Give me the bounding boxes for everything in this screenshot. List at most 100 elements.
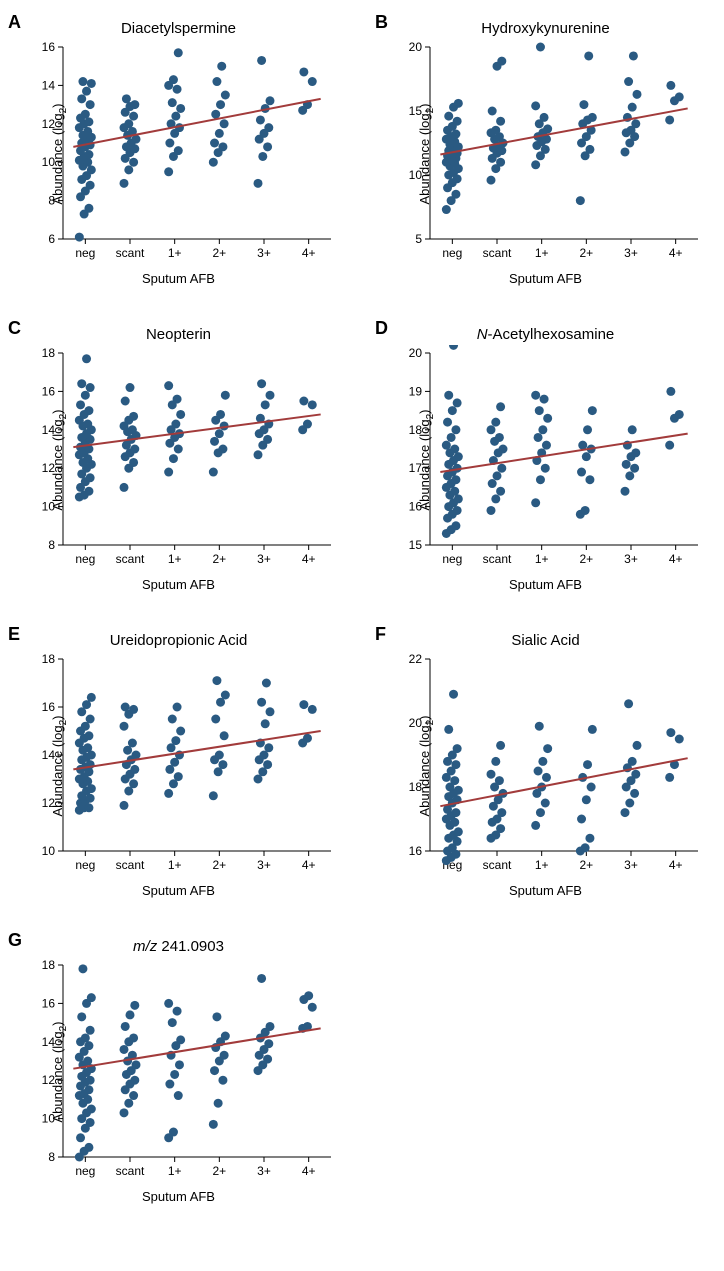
svg-text:18: 18	[41, 652, 55, 666]
panel-C: CNeopterinAbundance (log2)81012141618neg…	[10, 326, 347, 592]
svg-text:1+: 1+	[534, 246, 548, 260]
plot-area: Abundance (log2)16182022negscant1+2+3+4+	[386, 651, 706, 881]
panel-B: BHydroxykynurenineAbundance (log2)510152…	[377, 20, 714, 286]
svg-text:16: 16	[41, 40, 55, 54]
svg-text:2+: 2+	[212, 246, 226, 260]
svg-text:10: 10	[41, 844, 55, 858]
panel-letter: G	[8, 930, 22, 951]
panel-E: EUreidopropionic AcidAbundance (log2)101…	[10, 632, 347, 898]
panel-title: m/z 241.0903	[10, 938, 347, 955]
svg-text:2+: 2+	[579, 246, 593, 260]
svg-text:5: 5	[415, 232, 422, 246]
plot-area: Abundance (log2)81012141618negscant1+2+3…	[19, 345, 339, 575]
svg-text:3+: 3+	[624, 858, 638, 872]
svg-text:neg: neg	[75, 552, 95, 566]
svg-text:16: 16	[41, 700, 55, 714]
svg-text:3+: 3+	[257, 1164, 271, 1178]
panel-letter: A	[8, 12, 21, 33]
svg-text:8: 8	[48, 1150, 55, 1164]
svg-text:3+: 3+	[624, 552, 638, 566]
svg-text:scant: scant	[482, 552, 511, 566]
panel-A: ADiacetylspermineAbundance (log2)6810121…	[10, 20, 347, 286]
panel-title: N-Acetylhexosamine	[377, 326, 714, 343]
svg-text:1+: 1+	[167, 858, 181, 872]
y-axis-label: Abundance (log2)	[50, 104, 69, 205]
svg-text:scant: scant	[115, 552, 144, 566]
svg-text:2+: 2+	[212, 1164, 226, 1178]
svg-text:16: 16	[41, 996, 55, 1010]
panel-F: FSialic AcidAbundance (log2)16182022negs…	[377, 632, 714, 898]
svg-text:1+: 1+	[167, 1164, 181, 1178]
svg-text:3+: 3+	[257, 858, 271, 872]
plot-area: Abundance (log2)6810121416negscant1+2+3+…	[19, 39, 339, 269]
y-axis-label: Abundance (log2)	[50, 716, 69, 817]
panel-letter: D	[375, 318, 388, 339]
panel-title: Ureidopropionic Acid	[10, 632, 347, 649]
y-axis-label: Abundance (log2)	[417, 716, 436, 817]
svg-text:2+: 2+	[579, 552, 593, 566]
y-axis-label: Abundance (log2)	[417, 104, 436, 205]
x-axis-label: Sputum AFB	[377, 883, 714, 898]
x-axis-label: Sputum AFB	[377, 271, 714, 286]
svg-text:scant: scant	[115, 246, 144, 260]
plot-area: Abundance (log2)1012141618negscant1+2+3+…	[19, 651, 339, 881]
plot-area: Abundance (log2)81012141618negscant1+2+3…	[19, 957, 339, 1187]
x-axis-label: Sputum AFB	[377, 577, 714, 592]
svg-text:4+: 4+	[668, 246, 682, 260]
svg-text:neg: neg	[75, 858, 95, 872]
panel-grid: ADiacetylspermineAbundance (log2)6810121…	[10, 20, 714, 1204]
svg-text:20: 20	[408, 40, 422, 54]
x-axis-label: Sputum AFB	[10, 271, 347, 286]
panel-letter: F	[375, 624, 386, 645]
svg-text:scant: scant	[482, 246, 511, 260]
svg-text:1+: 1+	[167, 552, 181, 566]
panel-G: Gm/z 241.0903Abundance (log2)81012141618…	[10, 938, 347, 1204]
svg-text:22: 22	[408, 652, 422, 666]
svg-text:4+: 4+	[301, 552, 315, 566]
svg-text:neg: neg	[442, 246, 462, 260]
y-axis-label: Abundance (log2)	[50, 410, 69, 511]
svg-text:scant: scant	[482, 858, 511, 872]
svg-text:20: 20	[408, 346, 422, 360]
svg-text:15: 15	[408, 538, 422, 552]
svg-text:4+: 4+	[301, 246, 315, 260]
svg-text:8: 8	[48, 538, 55, 552]
x-axis-label: Sputum AFB	[10, 1189, 347, 1204]
svg-text:16: 16	[41, 384, 55, 398]
svg-text:neg: neg	[442, 552, 462, 566]
svg-text:4+: 4+	[668, 552, 682, 566]
svg-text:4+: 4+	[301, 858, 315, 872]
x-axis-label: Sputum AFB	[10, 577, 347, 592]
panel-letter: B	[375, 12, 388, 33]
svg-text:1+: 1+	[167, 246, 181, 260]
svg-text:4+: 4+	[668, 858, 682, 872]
svg-text:18: 18	[41, 346, 55, 360]
svg-text:1+: 1+	[534, 858, 548, 872]
y-axis-label: Abundance (log2)	[417, 410, 436, 511]
svg-text:3+: 3+	[257, 246, 271, 260]
svg-text:3+: 3+	[624, 246, 638, 260]
svg-text:2+: 2+	[212, 552, 226, 566]
panel-title: Sialic Acid	[377, 632, 714, 649]
panel-D: DN-AcetylhexosamineAbundance (log2)15161…	[377, 326, 714, 592]
svg-text:scant: scant	[115, 858, 144, 872]
panel-letter: E	[8, 624, 20, 645]
x-axis-label: Sputum AFB	[10, 883, 347, 898]
panel-title: Neopterin	[10, 326, 347, 343]
svg-text:4+: 4+	[301, 1164, 315, 1178]
plot-area: Abundance (log2)151617181920negscant1+2+…	[386, 345, 706, 575]
plot-area: Abundance (log2)5101520negscant1+2+3+4+	[386, 39, 706, 269]
svg-text:2+: 2+	[212, 858, 226, 872]
svg-text:6: 6	[48, 232, 55, 246]
svg-text:18: 18	[41, 958, 55, 972]
y-axis-label: Abundance (log2)	[50, 1022, 69, 1123]
svg-text:3+: 3+	[257, 552, 271, 566]
svg-text:16: 16	[408, 844, 422, 858]
svg-text:scant: scant	[115, 1164, 144, 1178]
svg-text:neg: neg	[75, 1164, 95, 1178]
panel-letter: C	[8, 318, 21, 339]
svg-text:19: 19	[408, 384, 422, 398]
panel-title: Hydroxykynurenine	[377, 20, 714, 37]
svg-text:neg: neg	[75, 246, 95, 260]
panel-title: Diacetylspermine	[10, 20, 347, 37]
